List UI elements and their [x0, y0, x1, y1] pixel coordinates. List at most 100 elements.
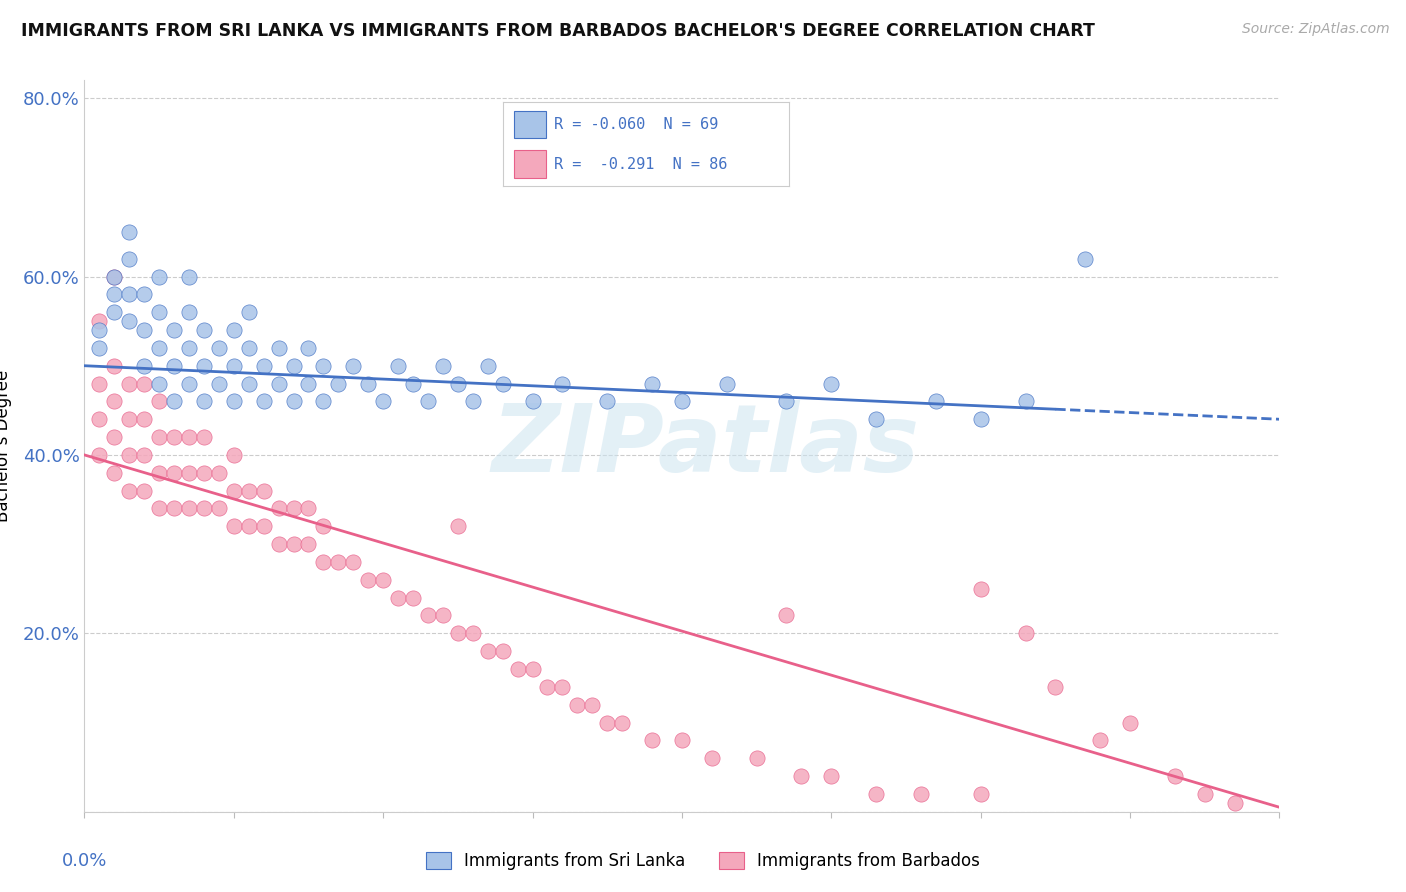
Text: Source: ZipAtlas.com: Source: ZipAtlas.com	[1241, 22, 1389, 37]
Point	[238, 483, 260, 498]
Point	[328, 555, 350, 569]
Point	[208, 341, 231, 355]
Point	[402, 376, 425, 391]
Point	[193, 359, 215, 373]
Point	[103, 394, 125, 409]
Point	[641, 376, 664, 391]
Point	[148, 394, 170, 409]
Point	[148, 430, 170, 444]
Point	[208, 466, 231, 480]
Point	[177, 430, 200, 444]
Point	[1045, 680, 1067, 694]
Point	[208, 501, 231, 516]
Point	[222, 519, 245, 533]
Point	[148, 305, 170, 319]
Point	[820, 376, 842, 391]
Point	[596, 715, 619, 730]
Point	[118, 252, 141, 266]
Text: ZIPatlas: ZIPatlas	[492, 400, 920, 492]
Point	[357, 376, 380, 391]
Point	[283, 394, 305, 409]
Point	[387, 591, 409, 605]
Point	[1074, 252, 1097, 266]
Point	[267, 376, 290, 391]
Point	[148, 269, 170, 284]
Point	[522, 662, 544, 676]
Point	[387, 359, 409, 373]
Point	[132, 359, 156, 373]
Point	[312, 394, 335, 409]
Point	[775, 608, 797, 623]
Point	[970, 582, 993, 596]
Point	[163, 466, 186, 480]
Point	[132, 483, 156, 498]
Point	[148, 466, 170, 480]
Point	[297, 501, 319, 516]
Point	[222, 448, 245, 462]
Point	[103, 269, 125, 284]
Point	[1014, 394, 1036, 409]
Point	[253, 483, 276, 498]
Point	[297, 537, 319, 551]
Point	[148, 341, 170, 355]
Point	[312, 555, 335, 569]
Point	[89, 314, 111, 328]
Point	[238, 376, 260, 391]
Point	[177, 269, 200, 284]
Point	[312, 519, 335, 533]
Point	[253, 394, 276, 409]
Point	[461, 394, 484, 409]
Point	[581, 698, 603, 712]
Point	[253, 519, 276, 533]
Point	[89, 341, 111, 355]
Point	[342, 359, 364, 373]
Point	[118, 287, 141, 301]
Point	[416, 394, 439, 409]
Point	[790, 769, 813, 783]
Point	[208, 376, 231, 391]
Point	[103, 430, 125, 444]
Point	[551, 680, 574, 694]
Point	[222, 359, 245, 373]
Point	[163, 430, 186, 444]
Point	[416, 608, 439, 623]
Point	[89, 412, 111, 426]
Point	[522, 394, 544, 409]
Y-axis label: Bachelor's Degree: Bachelor's Degree	[0, 370, 11, 522]
Legend: Immigrants from Sri Lanka, Immigrants from Barbados: Immigrants from Sri Lanka, Immigrants fr…	[419, 845, 987, 877]
Point	[716, 376, 738, 391]
Point	[1014, 626, 1036, 640]
Point	[177, 376, 200, 391]
Point	[1090, 733, 1112, 747]
Point	[641, 733, 664, 747]
Point	[1194, 787, 1216, 801]
Point	[373, 394, 395, 409]
Point	[447, 626, 470, 640]
Point	[297, 341, 319, 355]
Text: IMMIGRANTS FROM SRI LANKA VS IMMIGRANTS FROM BARBADOS BACHELOR'S DEGREE CORRELAT: IMMIGRANTS FROM SRI LANKA VS IMMIGRANTS …	[21, 22, 1095, 40]
Point	[89, 448, 111, 462]
Point	[492, 644, 515, 658]
Point	[89, 323, 111, 337]
Point	[118, 376, 141, 391]
Point	[177, 305, 200, 319]
Point	[283, 359, 305, 373]
Point	[328, 376, 350, 391]
Point	[477, 644, 499, 658]
Point	[775, 394, 797, 409]
Point	[970, 412, 993, 426]
Point	[551, 376, 574, 391]
Point	[820, 769, 842, 783]
Point	[163, 323, 186, 337]
Point	[297, 376, 319, 391]
Point	[612, 715, 634, 730]
Point	[910, 787, 932, 801]
Point	[193, 394, 215, 409]
Point	[222, 394, 245, 409]
Point	[222, 323, 245, 337]
Point	[132, 323, 156, 337]
Point	[177, 501, 200, 516]
Point	[357, 573, 380, 587]
Point	[238, 519, 260, 533]
Point	[193, 466, 215, 480]
